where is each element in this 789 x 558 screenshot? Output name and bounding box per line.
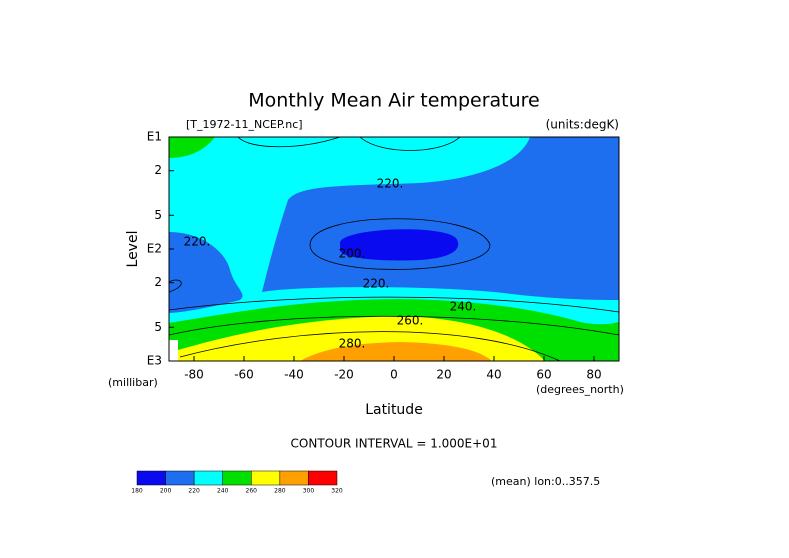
contour-fill (169, 137, 619, 361)
colorbar-label: 180 (131, 488, 143, 495)
contour-label: 220. (377, 177, 404, 191)
x-axis-label: Latitude (365, 402, 423, 418)
contour-line (237, 136, 341, 148)
colorbar-label: 300 (303, 488, 315, 495)
contour-line (168, 296, 620, 313)
y-tick-label: E3 (147, 354, 162, 368)
colorbar-swatch (165, 470, 195, 486)
contour-fill (169, 137, 215, 158)
y-axis-label: Level (125, 231, 141, 268)
x-tick-label: 40 (486, 368, 501, 382)
colorbar-swatch (222, 470, 252, 486)
contour-label: 200. (339, 247, 366, 261)
colorbar-label: 320 (331, 488, 343, 495)
y-tick-label: 2 (154, 275, 162, 289)
contour-line (179, 331, 561, 362)
x-tick-label: -40 (284, 368, 304, 382)
contour-label: 280. (339, 337, 366, 351)
y-units: (millibar) (108, 376, 158, 389)
contour-line (168, 279, 182, 293)
y-tick-label: E1 (147, 130, 162, 144)
plot-area (168, 136, 620, 362)
x-tick-label: -60 (234, 368, 254, 382)
x-tick-label: 80 (586, 368, 601, 382)
x-units: (degrees_north) (536, 383, 624, 396)
units: (units:degK) (546, 118, 619, 132)
contour-interval: CONTOUR INTERVAL = 1.000E+01 (291, 437, 498, 451)
colorbar-label: 240 (217, 488, 229, 495)
x-tick-label: -80 (184, 368, 204, 382)
x-tick-label: 0 (390, 368, 398, 382)
note: (mean) lon:0..357.5 (491, 475, 600, 488)
chart-title: Monthly Mean Air temperature (248, 90, 539, 112)
y-tick-label: 5 (154, 320, 162, 334)
colorbar-swatch (279, 470, 309, 486)
contour-label: 220. (184, 235, 211, 249)
colorbar-label: 200 (160, 488, 172, 495)
missing-data (169, 340, 178, 361)
contour-label: 220. (363, 277, 390, 291)
x-tick-label: -20 (334, 368, 354, 382)
colorbar-label: 280 (274, 488, 286, 495)
colorbar-swatch (251, 470, 281, 486)
y-tick-label: 2 (154, 163, 162, 177)
x-tick-label: 60 (536, 368, 551, 382)
colorbar-label: 260 (246, 488, 258, 495)
x-tick-label: 20 (436, 368, 451, 382)
colorbar-swatch (308, 470, 338, 486)
contour-label: 260. (397, 314, 424, 328)
contour-line (309, 218, 491, 270)
contour-label: 240. (450, 300, 477, 314)
colorbar-swatch (193, 470, 223, 486)
colorbar-swatch (136, 470, 166, 486)
contour-line (359, 136, 461, 151)
y-tick-label: E2 (147, 242, 162, 256)
subtitle: [T_1972-11_NCEP.nc] (186, 118, 303, 131)
contour-line (168, 315, 620, 336)
colorbar-label: 220 (188, 488, 200, 495)
contour-fill (340, 229, 459, 261)
y-tick-label: 5 (154, 208, 162, 222)
contour-fill (169, 232, 243, 313)
